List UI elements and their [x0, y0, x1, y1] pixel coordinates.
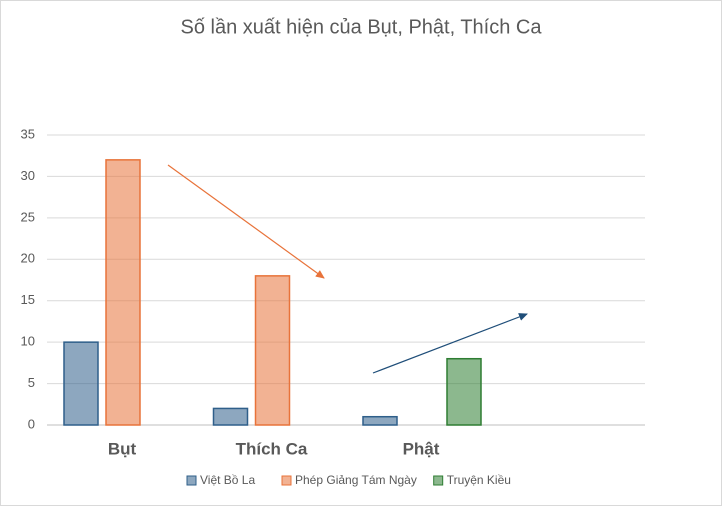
- bar: [212, 407, 249, 426]
- y-tick-label: 0: [28, 416, 35, 431]
- bar: [254, 275, 291, 426]
- y-tick-label: 15: [21, 292, 35, 307]
- plot-area: 0 5 10 15 20 25 30 35 Bụt Thích Ca Phật: [21, 126, 645, 458]
- trend-arrow: [167, 164, 325, 279]
- chart-title: Số lần xuất hiện của Bụt, Phật, Thích Ca: [181, 16, 543, 38]
- y-tick-label: 20: [21, 251, 35, 266]
- legend-swatch: [433, 475, 444, 486]
- y-tick-label: 35: [21, 126, 35, 141]
- bar: [362, 415, 398, 426]
- legend-label: Truyện Kiều: [447, 473, 511, 487]
- y-tick-label: 30: [21, 168, 35, 183]
- legend-label: Việt Bồ La: [200, 473, 255, 487]
- trend-arrow: [372, 313, 528, 374]
- y-tick-label: 10: [21, 334, 35, 349]
- legend-swatch: [281, 475, 292, 486]
- x-tick-label: Bụt: [108, 439, 137, 458]
- bar: [446, 357, 482, 426]
- legend-label: Phép Giảng Tám Ngày: [295, 473, 417, 487]
- x-tick-label: Thích Ca: [236, 439, 308, 458]
- bar: [105, 159, 141, 426]
- y-tick-label: 5: [28, 375, 35, 390]
- bar: [63, 341, 99, 426]
- y-tick-label: 25: [21, 209, 35, 224]
- legend-swatch: [186, 475, 197, 486]
- x-tick-label: Phật: [403, 439, 440, 458]
